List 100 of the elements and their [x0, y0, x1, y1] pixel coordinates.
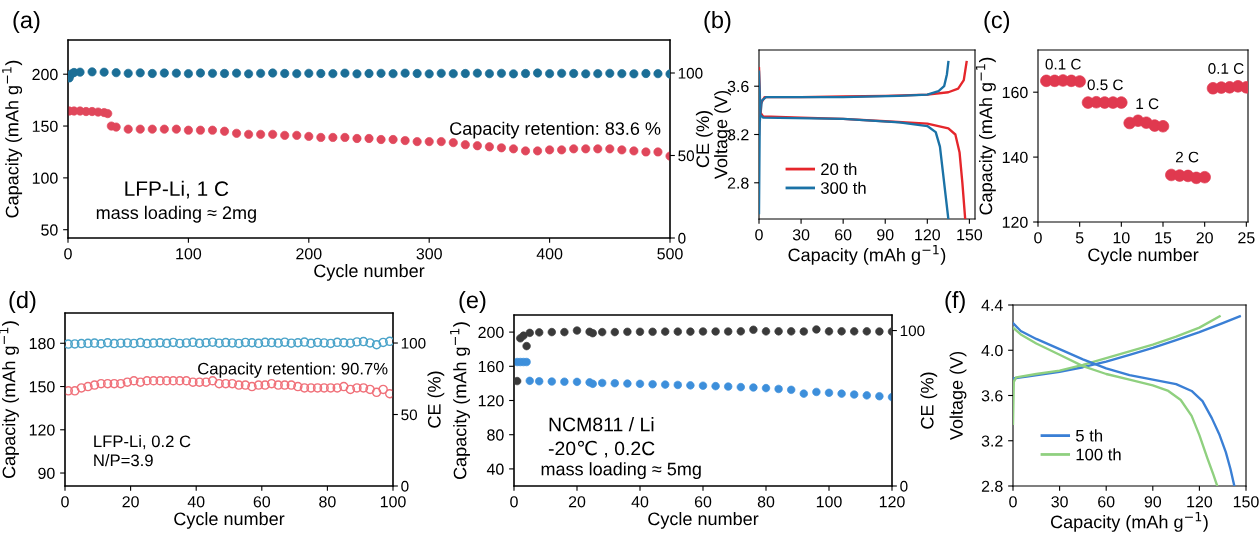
annotation: 1 C — [1136, 98, 1159, 110]
x-tick-label: 40 — [631, 496, 649, 508]
legend-label: 20 th — [821, 162, 857, 176]
x-tick-label: 0 — [755, 229, 763, 241]
y-tick-label: 140 — [1002, 151, 1028, 164]
y-tick-label: 3.2 — [981, 435, 1003, 447]
y2-axis-title: CE (%) — [695, 111, 713, 168]
x-axis-title: Cycle number — [314, 264, 425, 281]
y-tick-label: 3.6 — [981, 390, 1003, 402]
y2-axis-title: CE (%) — [427, 371, 445, 428]
y-tick-label: 3.6 — [727, 80, 749, 93]
x-axis-title: Capacity (mAh g$^{−1}$) — [788, 245, 946, 265]
annotation: 0.1 C — [1045, 58, 1081, 70]
y2-tick-label: 100 — [900, 325, 925, 337]
annotation: Capacity retention: 90.7% — [198, 362, 388, 378]
chart-title: (d) — [9, 291, 36, 313]
x-tick-label: 15 — [1155, 232, 1172, 244]
annotation: NCM811 / Li — [549, 417, 654, 432]
y-tick-label: 150 — [29, 381, 55, 393]
chart-title: (e) — [459, 291, 486, 313]
x-axis-title: Cycle number — [648, 512, 759, 529]
annotation: 0.1 C — [1208, 63, 1244, 74]
y-tick-label: 120 — [1002, 216, 1028, 228]
annotation: -20℃ , 0.2C — [548, 440, 655, 458]
annotation: mass loading ≈ 2mg — [96, 205, 256, 223]
x-tick-label: 30 — [792, 229, 810, 241]
chart-title: (a) — [13, 11, 40, 33]
y2-tick-label: 100 — [401, 337, 426, 349]
y-axis-title: Capacity (mAh g$^{−1}$) — [975, 57, 996, 215]
y2-tick-label: 50 — [678, 150, 695, 162]
x-tick-label: 200 — [296, 248, 322, 260]
x-tick-label: 25 — [1238, 232, 1255, 244]
x-tick-label: 5 — [1075, 232, 1084, 244]
x-tick-label: 20 — [1196, 232, 1213, 244]
annotation: LFP-Li, 1 C — [125, 180, 229, 199]
x-tick-label: 500 — [657, 248, 683, 260]
x-tick-label: 60 — [253, 496, 271, 508]
x-tick-label: 10 — [1113, 232, 1130, 244]
x-tick-label: 60 — [694, 496, 712, 508]
y-tick-label: 4.4 — [981, 299, 1003, 311]
x-tick-label: 30 — [1051, 496, 1068, 508]
y-tick-label: 4.0 — [981, 344, 1003, 357]
x-axis-title: Cycle number — [1088, 248, 1199, 265]
y-tick-label: 100 — [32, 172, 58, 184]
y-tick-label: 2.8 — [727, 177, 749, 189]
x-tick-label: 120 — [879, 496, 905, 508]
legend-label: 300 th — [820, 181, 866, 194]
x-tick-label: 80 — [757, 496, 775, 508]
x-tick-label: 90 — [1144, 496, 1162, 508]
y-tick-label: 120 — [478, 395, 504, 407]
y-tick-label: 160 — [478, 360, 504, 373]
y-tick-label: 150 — [32, 120, 58, 132]
y-tick-label: 2.8 — [981, 480, 1003, 492]
x-tick-label: 400 — [536, 248, 563, 260]
x-tick-label: 0 — [1009, 496, 1017, 508]
y-tick-label: 200 — [32, 68, 58, 81]
x-tick-label: 150 — [957, 229, 983, 241]
x-tick-label: 0 — [61, 496, 69, 508]
y2-tick-label: 50 — [401, 409, 418, 421]
x-tick-label: 100 — [380, 496, 406, 508]
annotation: LFP-Li, 0.2 C — [94, 434, 191, 450]
chart-title: (c) — [984, 11, 1010, 33]
legend-label: 100 th — [1076, 448, 1121, 461]
y-tick-label: 120 — [29, 424, 55, 436]
y2-tick-label: 100 — [678, 67, 703, 79]
x-tick-label: 90 — [877, 229, 894, 241]
annotation: 2 C — [1175, 151, 1199, 163]
x-tick-label: 40 — [187, 496, 205, 508]
annotation: mass loading ≈ 5mg — [541, 462, 701, 480]
y-axis-title: Voltage (V) — [949, 351, 967, 441]
x-tick-label: 60 — [1098, 496, 1115, 508]
x-tick-label: 20 — [568, 496, 586, 508]
x-tick-label: 0 — [1034, 232, 1042, 244]
y-tick-label: 50 — [41, 224, 58, 236]
y-tick-label: 180 — [29, 337, 55, 350]
annotation: Capacity retention: 83.6 % — [450, 121, 661, 139]
x-axis-title: Capacity (mAh g$^{−1}$) — [1050, 512, 1208, 532]
x-tick-label: 300 — [416, 248, 442, 260]
chart-title: (b) — [704, 11, 731, 33]
legend-label: 5 th — [1075, 429, 1103, 442]
x-tick-label: 80 — [319, 496, 336, 508]
x-tick-label: 100 — [816, 496, 842, 508]
y-tick-label: 200 — [478, 326, 504, 339]
y-tick-label: 40 — [486, 463, 504, 475]
y2-tick-label: 0 — [401, 480, 409, 492]
y2-axis-title: CE (%) — [920, 372, 938, 429]
x-tick-label: 150 — [1233, 496, 1259, 508]
x-tick-label: 120 — [1187, 496, 1213, 508]
x-tick-label: 0 — [64, 248, 72, 260]
y2-tick-label: 0 — [900, 480, 908, 492]
y-tick-label: 160 — [1002, 86, 1028, 99]
y-tick-label: 90 — [38, 467, 55, 479]
x-tick-label: 120 — [915, 229, 941, 241]
annotation: N/P=3.9 — [94, 454, 153, 467]
y-axis-title: Capacity (mAh g$^{−1}$) — [2, 60, 23, 218]
x-tick-label: 60 — [835, 229, 852, 241]
x-tick-label: 0 — [510, 496, 518, 508]
annotation: 0.5 C — [1087, 79, 1123, 91]
y-axis-title: Capacity (mAh g$^{−1}$) — [0, 321, 19, 479]
x-axis-title: Cycle number — [174, 512, 285, 529]
